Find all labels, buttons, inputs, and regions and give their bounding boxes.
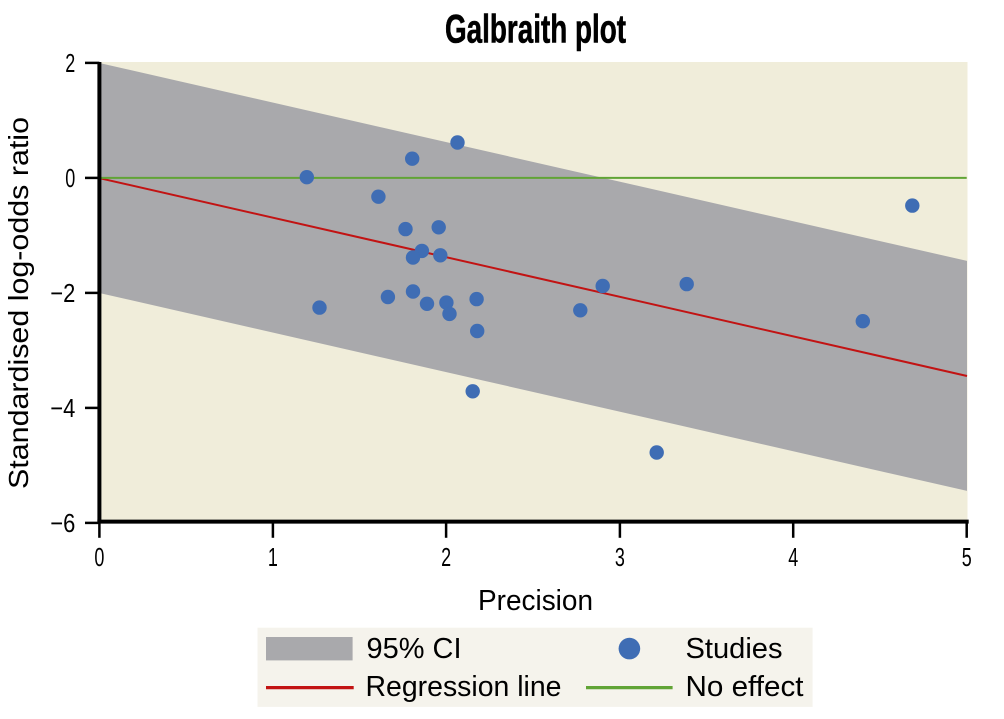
svg-text:Studies: Studies (686, 633, 783, 665)
svg-text:95% CI: 95% CI (367, 633, 462, 665)
svg-text:0: 0 (65, 163, 75, 193)
svg-text:4: 4 (788, 542, 798, 572)
svg-text:2: 2 (65, 48, 75, 78)
svg-text:−6: −6 (50, 508, 75, 538)
svg-text:−4: −4 (50, 393, 75, 423)
svg-text:5: 5 (962, 542, 972, 572)
svg-text:Standardised log-odds ratio: Standardised log-odds ratio (3, 117, 34, 489)
svg-text:0: 0 (94, 542, 104, 572)
svg-text:1: 1 (268, 542, 278, 572)
svg-text:3: 3 (615, 542, 625, 572)
svg-text:Regression line: Regression line (366, 671, 562, 703)
svg-text:No effect: No effect (686, 671, 804, 703)
svg-text:Precision: Precision (478, 585, 593, 617)
svg-text:2: 2 (441, 542, 451, 572)
svg-text:Galbraith plot: Galbraith plot (445, 7, 626, 51)
svg-text:−2: −2 (50, 278, 75, 308)
